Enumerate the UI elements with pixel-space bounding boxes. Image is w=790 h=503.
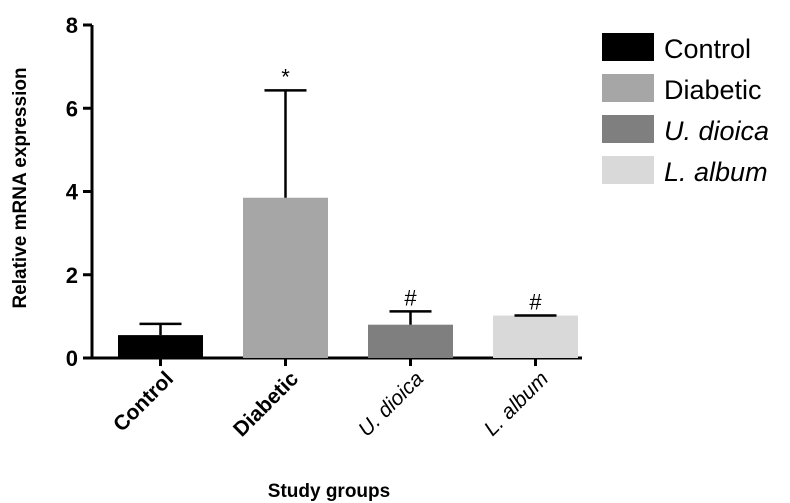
y-tick-label: 8 — [66, 13, 78, 38]
legend-swatch — [602, 115, 654, 143]
bar — [493, 315, 578, 358]
significance-annotation: # — [404, 285, 417, 310]
legend-swatch — [602, 33, 654, 61]
y-axis-label: Relative mRNA expression — [10, 67, 31, 308]
legend-item: Control — [602, 33, 751, 64]
y-tick-label: 2 — [66, 263, 78, 288]
legend-swatch — [602, 74, 654, 102]
legend: Control Diabetic U. dioica L. album — [602, 33, 769, 187]
legend-item: Diabetic — [602, 74, 762, 105]
significance-annotation: # — [529, 290, 542, 315]
legend-item: L. album — [602, 156, 768, 187]
x-tick-label: Control — [109, 367, 178, 436]
y-tick-label: 4 — [66, 180, 79, 205]
y-tick-label: 0 — [66, 346, 78, 371]
bar — [368, 324, 453, 358]
legend-label: Control — [664, 34, 751, 64]
y-tick-label: 6 — [66, 96, 78, 121]
x-axis-label: Study groups — [268, 481, 390, 502]
x-tick-label: Diabetic — [229, 367, 303, 441]
bar — [243, 197, 328, 358]
x-tick-label: L. album — [480, 367, 553, 440]
legend-label: L. album — [664, 157, 768, 187]
x-tick-label: U. dioica — [354, 367, 428, 441]
legend-label: Diabetic — [664, 75, 762, 105]
legend-label: U. dioica — [664, 116, 769, 146]
legend-swatch — [602, 156, 654, 184]
legend-item: U. dioica — [602, 115, 769, 146]
significance-annotation: * — [281, 64, 290, 89]
bar — [118, 335, 203, 358]
plot-area: 0 2 4 6 8 Control * Diabetic # U. dioica # L. album — [66, 13, 582, 441]
